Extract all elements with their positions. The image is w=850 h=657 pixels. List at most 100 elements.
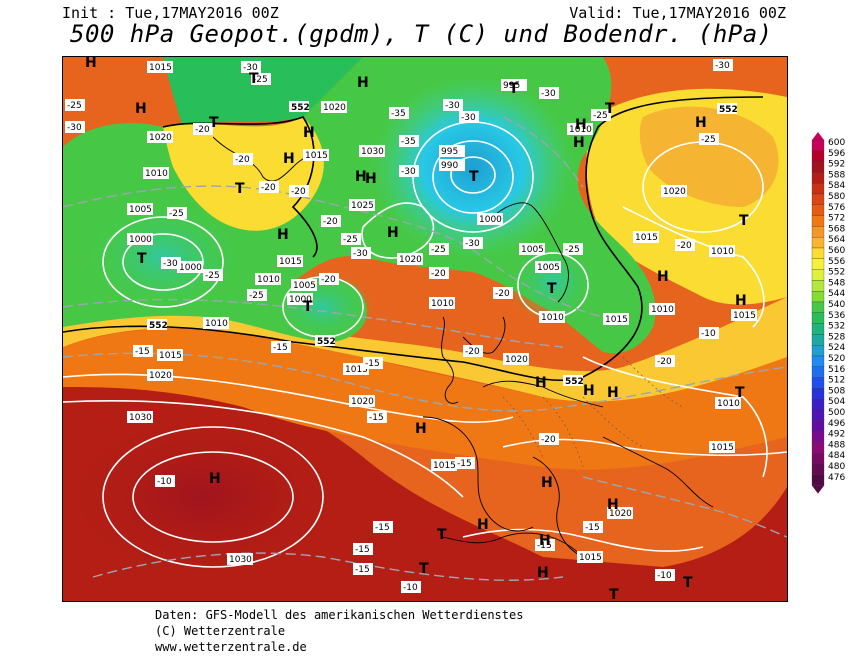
svg-text:1025: 1025 xyxy=(351,201,374,211)
legend-swatch xyxy=(811,193,825,205)
pressure-label: 1015 xyxy=(731,309,757,321)
svg-text:-30: -30 xyxy=(461,113,476,123)
pressure-label: 1010 xyxy=(715,397,741,409)
pressure-label: 1015 xyxy=(431,459,457,471)
pressure-label: 1020 xyxy=(147,131,173,143)
temperature-label: -25 xyxy=(251,73,271,85)
temperature-label: -15 xyxy=(455,457,475,469)
legend-label: 592 xyxy=(828,160,845,170)
high-symbol: H xyxy=(541,475,553,491)
legend-swatch xyxy=(811,366,825,378)
legend-label: 512 xyxy=(828,376,845,386)
high-symbol: H xyxy=(135,101,147,117)
svg-text:-25: -25 xyxy=(253,75,268,85)
svg-text:1020: 1020 xyxy=(323,103,346,113)
legend-swatch xyxy=(811,226,825,238)
svg-text:1000: 1000 xyxy=(289,295,312,305)
legend-label: 488 xyxy=(828,440,845,450)
temperature-label: -15 xyxy=(353,563,373,575)
legend-swatch xyxy=(811,474,825,486)
legend-arrow-up xyxy=(812,132,824,140)
svg-text:1010: 1010 xyxy=(205,319,228,329)
pressure-label: 1010 xyxy=(255,273,281,285)
svg-text:-20: -20 xyxy=(657,357,672,367)
low-symbol: T xyxy=(437,527,447,543)
temperature-label: -10 xyxy=(699,327,719,339)
legend-swatch xyxy=(811,388,825,400)
svg-text:-30: -30 xyxy=(401,167,416,177)
pressure-centers: H H T T H H H H H T H T T H T T T H H T … xyxy=(85,57,749,601)
svg-text:-25: -25 xyxy=(205,271,220,281)
svg-text:-10: -10 xyxy=(403,583,418,593)
temperature-label: -30 xyxy=(161,257,181,269)
isotherms xyxy=(63,116,787,581)
temperature-label: -15 xyxy=(271,341,291,353)
low-symbol: T xyxy=(209,115,219,131)
low-symbol: T xyxy=(303,299,313,315)
low-symbol: T xyxy=(683,575,693,591)
svg-text:-25: -25 xyxy=(431,245,446,255)
pressure-label: 1010 xyxy=(143,167,169,179)
svg-text:1020: 1020 xyxy=(149,133,172,143)
temperature-label: -15 xyxy=(353,543,373,555)
svg-text:1015: 1015 xyxy=(279,257,302,267)
svg-text:-20: -20 xyxy=(323,217,338,227)
svg-text:-30: -30 xyxy=(67,123,82,133)
pressure-label: 1025 xyxy=(349,199,375,211)
legend-swatch xyxy=(811,247,825,259)
yellow-patch-greenland xyxy=(163,117,324,231)
high-symbol: H xyxy=(387,225,399,241)
svg-text:1005: 1005 xyxy=(293,281,316,291)
svg-text:-15: -15 xyxy=(537,541,552,551)
low-symbol: T xyxy=(469,169,479,185)
chart-title: 500 hPa Geopot.(gpdm), T (C) und Bodendr… xyxy=(70,20,773,48)
svg-text:-10: -10 xyxy=(701,329,716,339)
legend-label: 496 xyxy=(828,419,845,429)
geopotential-labels: 552 552 552 552 552 xyxy=(147,101,738,387)
temperature-label: -25 xyxy=(167,207,187,219)
pressure-label: 1010 xyxy=(649,303,675,315)
pressure-label: 1010 xyxy=(567,123,593,135)
color-legend: 600 596 592 588 584 580 576 572 568 564 560 556 552 5… xyxy=(808,132,850,498)
legend-label: 528 xyxy=(828,332,845,342)
high-symbol: H xyxy=(365,171,377,187)
legend-swatch xyxy=(811,301,825,313)
temperature-label: -20 xyxy=(233,153,253,165)
temperature-label: -35 xyxy=(399,135,419,147)
svg-text:552: 552 xyxy=(291,103,310,113)
temperature-label: -10 xyxy=(155,475,175,487)
svg-text:-15: -15 xyxy=(273,343,288,353)
legend-swatch xyxy=(811,399,825,411)
temperature-label: -30 xyxy=(399,165,419,177)
legend-swatch xyxy=(811,150,825,162)
svg-text:1000: 1000 xyxy=(179,263,202,273)
hot-core-southwest xyxy=(63,407,353,587)
legend-swatch xyxy=(811,442,825,454)
footer-url: www.wetterzentrale.de xyxy=(155,640,307,654)
svg-text:1005: 1005 xyxy=(537,263,560,273)
high-symbol: H xyxy=(583,383,595,399)
low-symbol: T xyxy=(739,213,749,229)
low-core-scandinavia xyxy=(373,77,573,257)
temperature-label: -20 xyxy=(655,355,675,367)
legend-swatch xyxy=(811,280,825,292)
high-symbol: H xyxy=(657,269,669,285)
legend-swatch xyxy=(811,334,825,346)
svg-text:-15: -15 xyxy=(135,347,150,357)
temperature-label: -30 xyxy=(539,87,559,99)
svg-text:-30: -30 xyxy=(465,239,480,249)
pressure-label: 1030 xyxy=(359,145,385,157)
legend-label: 508 xyxy=(828,386,845,396)
legend-label: 548 xyxy=(828,278,845,288)
temperature-label: -25 xyxy=(203,269,223,281)
temperature-label: -15 xyxy=(583,521,603,533)
high-symbol: H xyxy=(477,517,489,533)
temperature-label: -25 xyxy=(247,289,267,301)
svg-text:1000: 1000 xyxy=(479,215,502,225)
high-symbol: H xyxy=(303,125,315,141)
svg-text:-25: -25 xyxy=(701,135,716,145)
temperature-label: -30 xyxy=(65,121,85,133)
low-symbol: T xyxy=(235,181,245,197)
high-symbol: H xyxy=(415,421,427,437)
legend-arrow-down xyxy=(812,485,824,494)
